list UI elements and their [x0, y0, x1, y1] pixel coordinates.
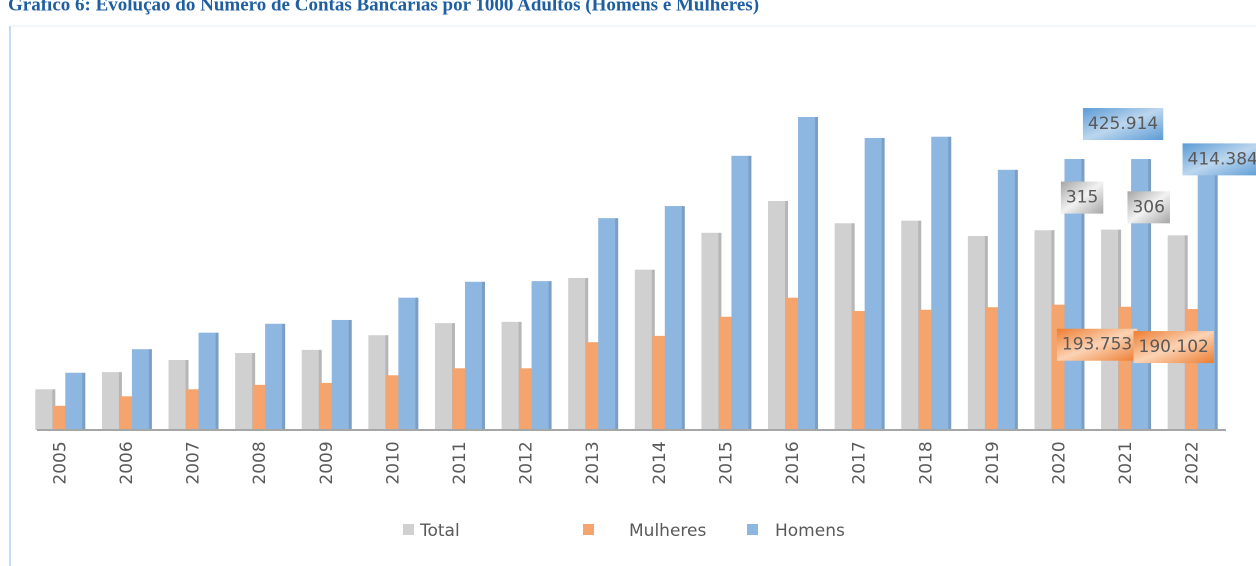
chart-title: Gráfico 6: Evolução do Número de Contas …	[8, 0, 759, 15]
bar	[864, 137, 885, 430]
data-label-box	[1056, 328, 1138, 361]
x-tick-label: 2012	[517, 441, 537, 484]
x-tick-label: 2016	[783, 441, 803, 484]
data-label-box	[1060, 181, 1104, 214]
bar	[798, 117, 819, 430]
bar	[931, 136, 952, 430]
bar-shadow	[1014, 169, 1018, 430]
bar-shadow	[481, 281, 485, 430]
data-label: 193.753	[1062, 335, 1132, 355]
x-tick-label: 2013	[583, 441, 603, 484]
bar	[967, 235, 988, 430]
bar	[368, 335, 389, 430]
x-tick-label: 2005	[50, 441, 70, 484]
legend-label: Total	[419, 521, 460, 541]
bar	[331, 319, 352, 430]
bar	[568, 277, 589, 430]
x-tick-label: 2020	[1049, 441, 1069, 484]
bar-shadow	[1081, 158, 1085, 431]
data-label-box	[1127, 191, 1170, 224]
bar	[531, 281, 552, 430]
legend-swatch	[583, 524, 594, 535]
bar	[301, 349, 322, 430]
bar-shadow	[415, 297, 419, 430]
bar	[664, 206, 685, 430]
x-tick-label: 2014	[650, 441, 670, 484]
bar-shadow	[282, 323, 286, 430]
bar-shadow	[815, 117, 819, 430]
bar	[1197, 166, 1218, 430]
bar	[265, 323, 286, 430]
bar	[1064, 158, 1085, 431]
bar	[501, 321, 522, 430]
data-label: 306	[1132, 197, 1164, 217]
x-tick-label: 2015	[716, 441, 736, 484]
bar-shadow	[82, 372, 86, 430]
bar	[464, 281, 485, 430]
x-tick-label: 2019	[983, 441, 1003, 484]
bar	[131, 349, 152, 430]
bar-shadow	[548, 281, 552, 430]
bar	[598, 218, 619, 430]
data-label: 315	[1066, 188, 1098, 208]
x-tick-label: 2021	[1116, 441, 1136, 484]
bar	[634, 269, 655, 430]
bar-shadow	[215, 332, 219, 430]
legend-label: Homens	[775, 521, 845, 541]
bar-shadow	[148, 349, 152, 430]
bar	[997, 169, 1018, 430]
data-label: 190.102	[1139, 337, 1209, 357]
x-tick-label: 2022	[1183, 441, 1203, 484]
data-label: 425.914	[1088, 114, 1158, 134]
bar	[35, 389, 56, 430]
bar-shadow	[881, 137, 885, 430]
bar-shadow	[1148, 159, 1152, 430]
bar	[101, 372, 122, 430]
x-tick-label: 2009	[317, 441, 337, 484]
data-label-box	[1133, 331, 1214, 364]
legend-swatch	[747, 524, 758, 535]
data-label-box	[1082, 108, 1164, 141]
bar	[1034, 230, 1055, 430]
legend-label: Mulheres	[629, 521, 706, 541]
x-tick-label: 2006	[117, 441, 137, 484]
bar-shadow	[1214, 166, 1218, 430]
bar-shadow	[681, 206, 685, 430]
bar-shadow	[948, 136, 952, 430]
bar	[731, 155, 752, 430]
bar	[168, 360, 189, 430]
bar	[398, 297, 419, 430]
bar-shadow	[615, 218, 619, 430]
x-tick-label: 2010	[383, 441, 403, 484]
data-label-box	[1182, 143, 1256, 176]
bar-shadow	[348, 319, 352, 430]
bar	[834, 223, 855, 430]
x-tick-label: 2011	[450, 441, 470, 484]
bar	[701, 232, 722, 430]
bar	[235, 353, 256, 430]
legend-swatch	[403, 524, 414, 535]
data-label: 414.384	[1188, 149, 1256, 169]
x-tick-label: 2017	[850, 441, 870, 484]
bar	[768, 200, 789, 430]
x-tick-label: 2007	[184, 441, 204, 484]
bar	[198, 332, 219, 430]
bar	[65, 372, 86, 430]
bar	[434, 323, 455, 430]
x-tick-label: 2008	[250, 441, 270, 484]
bar-shadow	[748, 155, 752, 430]
bar	[901, 220, 922, 430]
x-tick-label: 2018	[916, 441, 936, 484]
